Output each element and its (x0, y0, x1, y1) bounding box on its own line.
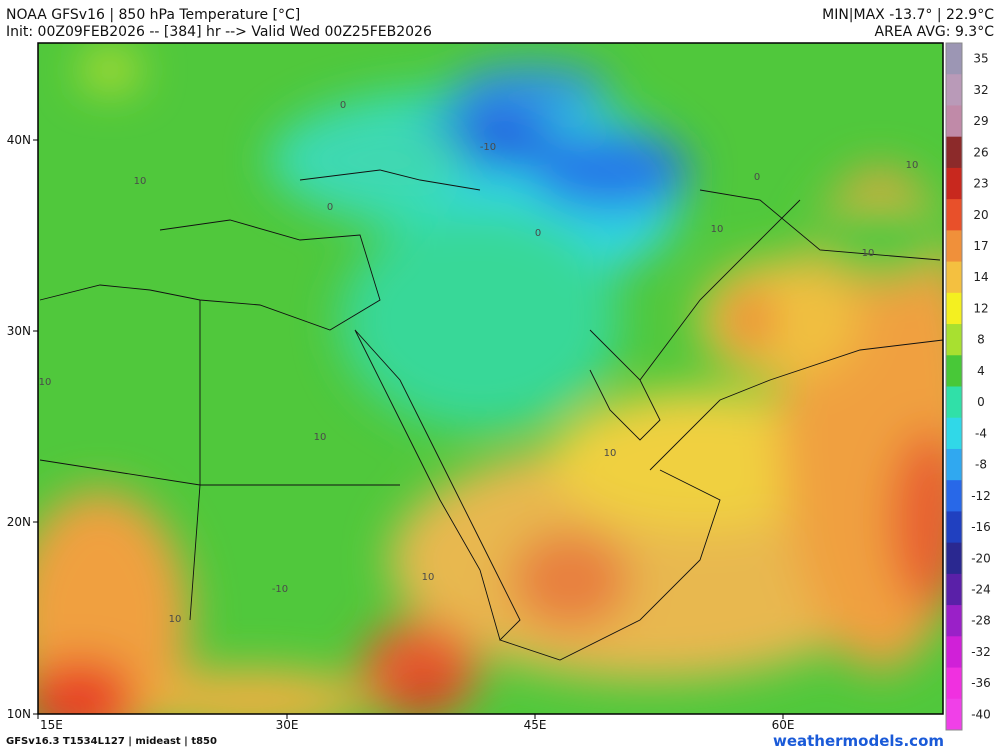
lon-label: 45E (524, 718, 547, 732)
min-max: MIN|MAX -13.7° | 22.9°C (822, 7, 994, 23)
lon-label: 15E (40, 718, 63, 732)
contour-label: 10 (314, 432, 327, 443)
colorbar-label: 32 (973, 83, 988, 97)
colorbar-swatch (946, 324, 962, 356)
footer-model: GFSv16.3 T1534L127 | mideast | t850 (6, 736, 217, 747)
colorbar-label: -36 (971, 676, 991, 690)
lat-label: 40N (7, 133, 31, 147)
lat-label: 10N (7, 707, 31, 721)
map-frame (37, 42, 944, 715)
contour-label: 0 (754, 172, 760, 183)
colorbar-label: 17 (973, 239, 988, 253)
lon-label: 60E (772, 718, 795, 732)
colorbar-label: 0 (977, 395, 985, 409)
lat-label: 30N (7, 324, 31, 338)
colorbar-label: 14 (973, 270, 988, 284)
colorbar-label: 23 (973, 177, 988, 191)
colorbar-swatch (946, 230, 962, 263)
contour-label: 10 (39, 377, 52, 388)
lat-label: 20N (7, 515, 31, 529)
colorbar-label: -12 (971, 489, 991, 503)
colorbar-swatch (946, 605, 962, 637)
contour-label: 0 (340, 100, 346, 111)
contour-label: 10 (906, 160, 919, 171)
colorbar-swatch (946, 417, 962, 450)
colorbar-swatch (946, 43, 962, 75)
contour-label: -10 (272, 584, 288, 595)
colorbar-swatch (946, 448, 962, 481)
colorbar-frame (945, 42, 963, 731)
contour-label: 0 (327, 202, 333, 213)
colorbar-label: -8 (975, 458, 987, 472)
map-field (38, 43, 943, 714)
colorbar-swatch (946, 667, 962, 700)
colorbar-swatch (946, 480, 962, 512)
lon-label: 30E (276, 718, 299, 732)
colorbar-swatch (946, 355, 962, 387)
contour-label: 10 (169, 614, 182, 625)
colorbar-swatch (946, 167, 962, 200)
colorbar-label: -40 (971, 707, 991, 721)
contour-label: 10 (422, 572, 435, 583)
colorbar-swatch (946, 542, 962, 575)
colorbar-label: -28 (971, 614, 991, 628)
colorbar-swatch (946, 199, 962, 231)
contour-label: 0 (535, 228, 541, 239)
colorbar-swatch (946, 74, 962, 106)
contour-label: 10 (711, 224, 724, 235)
colorbar-swatch (946, 386, 962, 419)
colorbar-label: -4 (975, 426, 987, 440)
contour-label: -10 (480, 142, 496, 153)
colorbar-label: 12 (973, 301, 988, 315)
colorbar-swatch (946, 636, 962, 669)
colorbar-label: -16 (971, 520, 991, 534)
colorbar-label: 8 (977, 333, 985, 347)
colorbar-label: -24 (971, 582, 991, 596)
colorbar-label: 35 (973, 52, 988, 66)
contour-label: 10 (604, 448, 617, 459)
colorbar-label: 20 (973, 208, 988, 222)
colorbar-swatch (946, 573, 962, 606)
colorbar-swatch (946, 136, 962, 169)
colorbar-swatch (946, 105, 962, 138)
area-average: AREA AVG: 9.3°C (875, 24, 995, 40)
contour-label: 10 (862, 248, 875, 259)
colorbar-swatch (946, 698, 962, 731)
footer-site: weathermodels.com (773, 732, 944, 750)
colorbar-label: 4 (977, 364, 985, 378)
init-line: Init: 00Z09FEB2026 -- [384] hr --> Valid… (6, 24, 432, 40)
colorbar-label: -20 (971, 551, 991, 565)
colorbar-swatch (946, 511, 962, 544)
contour-label: 10 (134, 176, 147, 187)
title: NOAA GFSv16 | 850 hPa Temperature [°C] (6, 7, 300, 23)
colorbar-swatch (946, 261, 962, 294)
colorbar-swatch (946, 292, 962, 325)
colorbar-label: 26 (973, 145, 988, 159)
colorbar-label: 29 (973, 114, 988, 128)
colorbar-label: -32 (971, 645, 991, 659)
